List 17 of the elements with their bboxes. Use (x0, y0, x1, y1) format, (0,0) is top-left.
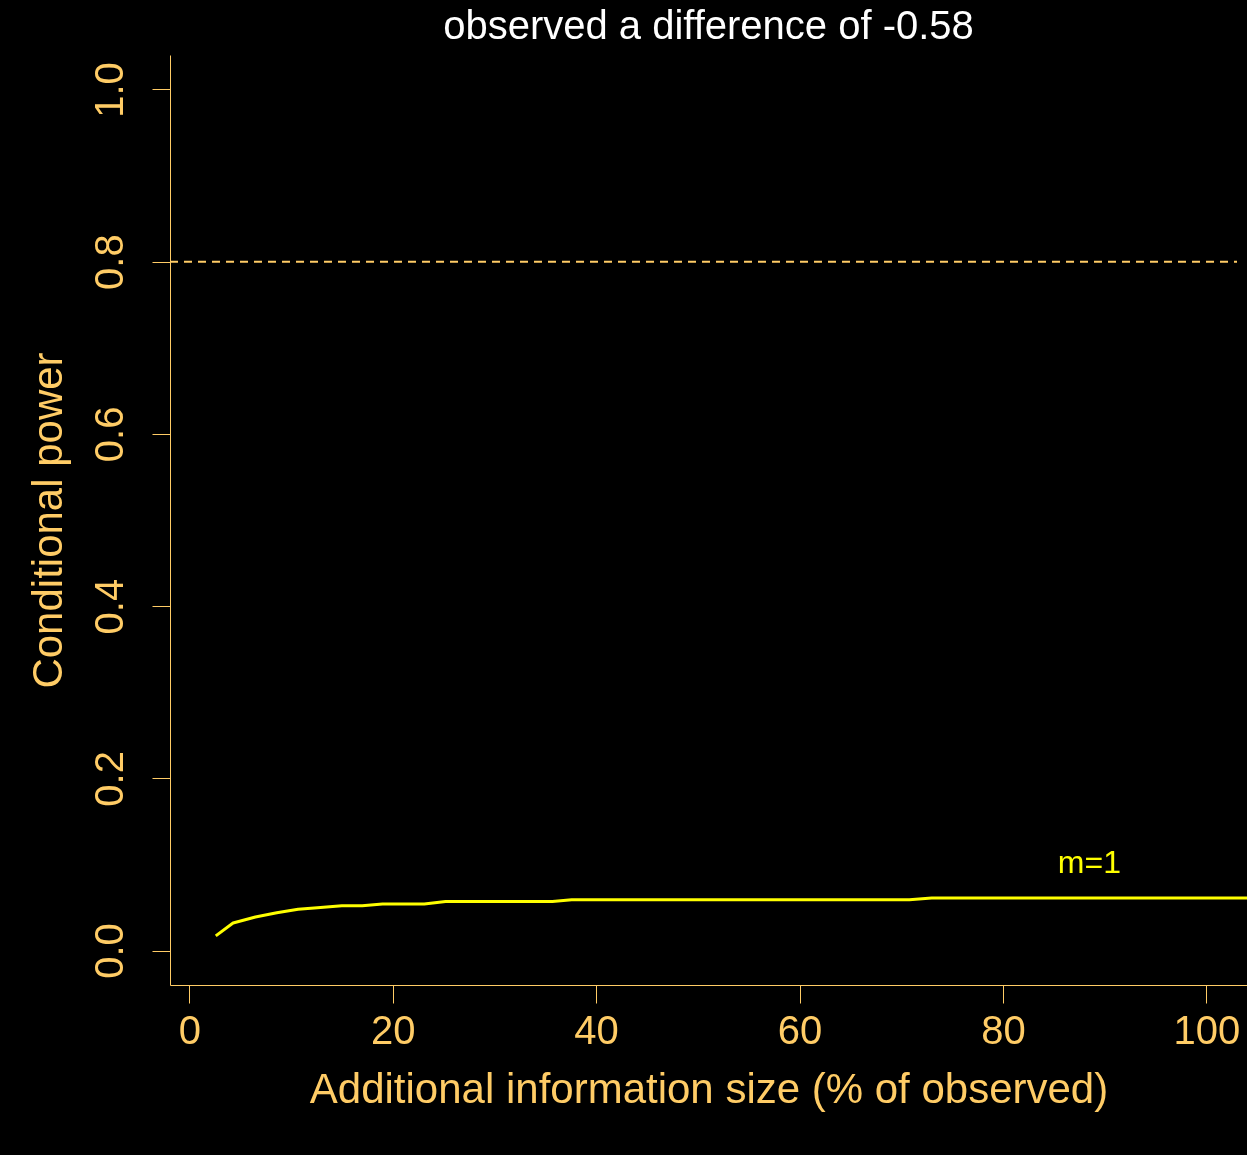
x-axis-title: Additional information size (% of observed) (309, 1064, 1109, 1112)
series-label: m=1 (1057, 844, 1121, 881)
x-tick-label: 20 (370, 1007, 416, 1052)
y-tick-label: 1.0 (86, 62, 131, 118)
x-tick-label: 100 (1173, 1007, 1241, 1052)
y-tick-label: 0.6 (86, 406, 131, 463)
y-tick-label: 0.0 (86, 923, 131, 979)
x-tick-label: 80 (981, 1007, 1026, 1052)
y-axis-title: Conditional power (23, 352, 71, 689)
y-tick-label: 0.2 (86, 751, 131, 807)
x-tick-label: 40 (574, 1007, 619, 1052)
x-tick-label: 0 (178, 1007, 201, 1052)
x-tick-label: 60 (777, 1007, 823, 1052)
line-series (214, 896, 1247, 938)
y-tick-label: 0.8 (86, 234, 131, 290)
y-tick-label: 0.4 (86, 578, 131, 635)
chart-title: observed a difference of -0.58 (443, 3, 974, 47)
